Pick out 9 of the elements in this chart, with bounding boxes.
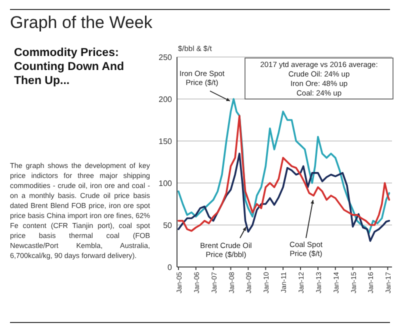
y-tick-label: 100 [158,179,173,188]
y-tick-label: 150 [158,137,173,146]
text: Commodity Prices: Counting Down And Then Up... [14,46,126,88]
y-tick-label: 0 [168,263,173,272]
y-tick-label: 250 [158,53,173,62]
chart-title: Graph of the Week [10,13,152,33]
line-series [178,152,390,242]
y-tick-label: 50 [163,221,173,230]
y-tick-label: 200 [158,95,173,104]
